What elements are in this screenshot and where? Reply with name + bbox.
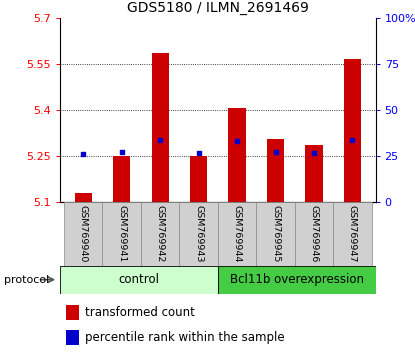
Text: Bcl11b overexpression: Bcl11b overexpression <box>230 273 364 286</box>
Bar <box>256 202 295 266</box>
Text: GSM769942: GSM769942 <box>156 205 165 262</box>
Bar <box>151 53 169 202</box>
Bar <box>179 202 218 266</box>
Bar <box>190 156 208 202</box>
Point <box>157 137 164 143</box>
Bar <box>113 156 130 202</box>
Bar <box>305 145 323 202</box>
Bar <box>66 330 79 345</box>
Point <box>311 150 317 156</box>
Point <box>118 149 125 155</box>
Text: GSM769947: GSM769947 <box>348 205 357 262</box>
Bar <box>218 202 256 266</box>
Bar <box>66 305 79 320</box>
Text: GSM769945: GSM769945 <box>271 205 280 262</box>
Bar <box>267 139 284 202</box>
Text: control: control <box>119 273 159 286</box>
Text: GSM769941: GSM769941 <box>117 205 126 262</box>
Text: transformed count: transformed count <box>85 306 195 319</box>
Bar <box>344 59 361 202</box>
Bar <box>295 202 333 266</box>
Bar <box>64 202 103 266</box>
Text: protocol: protocol <box>4 275 49 285</box>
Text: GSM769946: GSM769946 <box>310 205 319 262</box>
Text: GSM769944: GSM769944 <box>232 205 242 262</box>
Text: percentile rank within the sample: percentile rank within the sample <box>85 331 285 344</box>
Point <box>195 150 202 156</box>
Bar <box>141 202 179 266</box>
Bar <box>103 202 141 266</box>
Point <box>272 149 279 155</box>
Bar <box>75 193 92 202</box>
Point <box>234 138 240 144</box>
Point <box>80 151 87 157</box>
Bar <box>60 266 218 294</box>
Bar <box>228 108 246 202</box>
Text: GSM769943: GSM769943 <box>194 205 203 262</box>
Bar <box>333 202 372 266</box>
Text: GSM769940: GSM769940 <box>79 205 88 262</box>
Bar <box>218 266 376 294</box>
Title: GDS5180 / ILMN_2691469: GDS5180 / ILMN_2691469 <box>127 1 309 15</box>
Point <box>349 137 356 143</box>
